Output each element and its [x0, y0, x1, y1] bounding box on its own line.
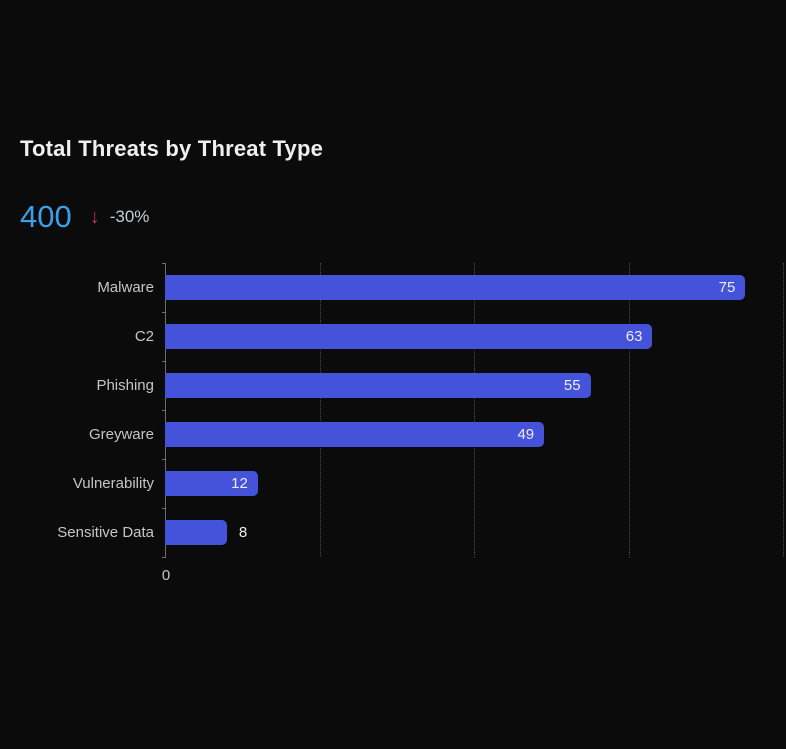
vertical-gridline: [474, 263, 475, 557]
bar-value-label: 63: [625, 328, 643, 345]
bar-value-label: 8: [238, 524, 248, 541]
bar-sensitive-data[interactable]: [165, 520, 227, 545]
bar-vulnerability[interactable]: 12: [165, 471, 258, 496]
category-label: Malware: [97, 279, 154, 296]
bar-track: 49: [165, 422, 784, 447]
chart-plot-grid: 0: [162, 263, 784, 584]
category-label: Sensitive Data: [57, 524, 154, 541]
vertical-gridline: [783, 263, 784, 557]
y-axis-tick: [162, 312, 166, 313]
y-axis-tick: [162, 459, 166, 460]
bar-value-label: 75: [718, 279, 736, 296]
y-axis-tick: [162, 263, 166, 264]
y-axis-tick: [162, 508, 166, 509]
y-axis-tick: [162, 557, 166, 558]
bar-value-label: 49: [517, 426, 535, 443]
bar-track: 12: [165, 471, 784, 496]
bar-track: 63: [165, 324, 784, 349]
vertical-gridline: [628, 263, 630, 557]
bar-row: Malware 75: [0, 263, 784, 312]
category-label: C2: [134, 328, 154, 345]
category-label: Greyware: [88, 426, 154, 443]
bar-track: 55: [165, 373, 784, 398]
bar-row: C2 63: [0, 312, 784, 361]
trend-down-arrow-icon: ↓: [89, 206, 100, 228]
bar-value-label: 12: [231, 475, 248, 492]
category-label: Vulnerability: [72, 475, 154, 492]
bar-track: 75: [165, 275, 784, 300]
bar-c2[interactable]: 63: [165, 324, 653, 349]
bar-greyware[interactable]: 49: [165, 422, 545, 447]
bar-row: Phishing 55: [0, 361, 784, 410]
bar-phishing[interactable]: 55: [165, 373, 591, 398]
kpi-summary: 400 ↓ -30%: [20, 200, 149, 234]
bar-row: Sensitive Data 8: [0, 508, 784, 557]
kpi-trend-percentage: -30%: [109, 207, 150, 226]
y-axis-tick: [162, 361, 166, 362]
chart-title: Total Threats by Threat Type: [20, 136, 324, 161]
kpi-total-threats-value: 400: [20, 199, 72, 234]
chart-rows: Malware 75 C2 63 Phishing 55 Greyware 49 Vulnera…: [0, 263, 784, 557]
bar-track: 8: [165, 520, 784, 545]
x-axis-zero-label: 0: [161, 567, 171, 584]
bar-malware[interactable]: 75: [165, 275, 746, 300]
horizontal-bar-chart: 0 Malware 75 C2 63 Phishing 55 Greyware 49 Vulne…: [0, 263, 784, 584]
bar-row: Vulnerability 12: [0, 459, 784, 508]
bar-value-label: 55: [563, 377, 581, 394]
y-axis-tick: [162, 410, 166, 411]
bar-row: Greyware 49: [0, 410, 784, 459]
vertical-gridline: [319, 263, 321, 557]
category-label: Phishing: [96, 377, 154, 394]
